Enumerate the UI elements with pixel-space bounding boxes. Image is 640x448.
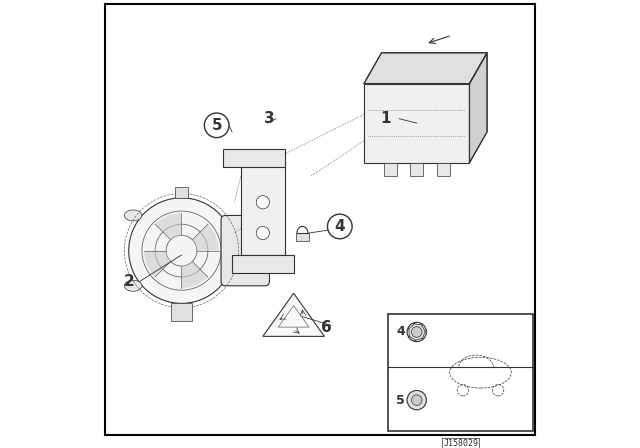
Text: 1: 1 [381, 111, 391, 126]
Circle shape [412, 395, 422, 405]
Circle shape [407, 391, 426, 410]
Circle shape [129, 198, 234, 303]
Circle shape [204, 113, 229, 138]
FancyBboxPatch shape [241, 158, 285, 255]
Polygon shape [263, 293, 324, 336]
Text: 4: 4 [396, 325, 405, 339]
Bar [388, 314, 533, 431]
Bar [384, 163, 397, 176]
Circle shape [256, 226, 269, 240]
Ellipse shape [124, 280, 142, 291]
Wedge shape [182, 262, 208, 288]
Text: 2: 2 [124, 274, 134, 289]
Bar [436, 163, 450, 176]
FancyBboxPatch shape [170, 303, 193, 321]
Text: 3: 3 [264, 111, 275, 126]
FancyBboxPatch shape [221, 215, 269, 286]
Circle shape [256, 196, 269, 209]
Text: 5: 5 [396, 394, 405, 407]
Circle shape [407, 322, 426, 342]
Bar [296, 233, 309, 241]
Bar [175, 187, 188, 198]
Text: 6: 6 [321, 320, 332, 335]
FancyBboxPatch shape [232, 255, 294, 272]
Bar [410, 163, 423, 176]
Text: J158029: J158029 [444, 439, 478, 448]
Wedge shape [144, 250, 171, 277]
Text: 4: 4 [335, 219, 345, 234]
Wedge shape [193, 224, 219, 250]
Polygon shape [364, 53, 487, 83]
Ellipse shape [124, 210, 142, 221]
FancyBboxPatch shape [223, 150, 285, 167]
Polygon shape [470, 53, 487, 163]
Circle shape [328, 214, 352, 239]
FancyBboxPatch shape [364, 83, 470, 163]
Wedge shape [155, 213, 182, 240]
Text: 5: 5 [211, 118, 222, 133]
Circle shape [412, 327, 422, 337]
